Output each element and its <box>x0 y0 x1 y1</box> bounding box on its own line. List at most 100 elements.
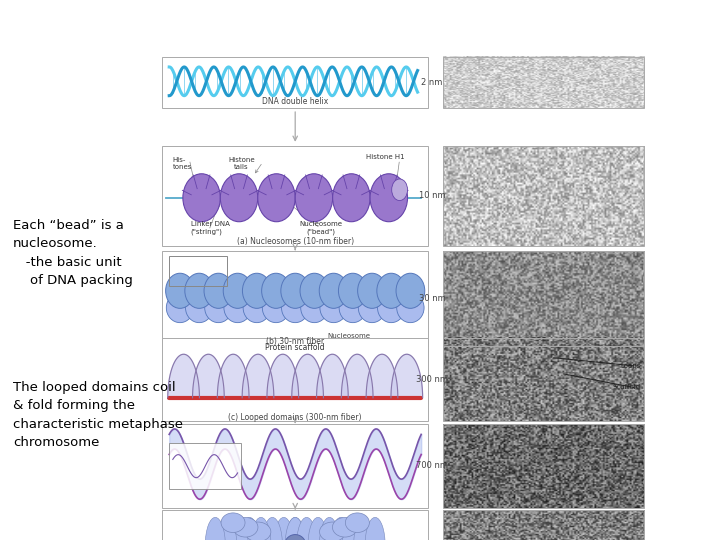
Bar <box>162 338 428 421</box>
Ellipse shape <box>243 293 271 322</box>
Ellipse shape <box>220 174 258 222</box>
Bar <box>162 57 428 108</box>
Ellipse shape <box>370 174 408 222</box>
Text: Nucleosome
("bead"): Nucleosome ("bead") <box>299 221 342 235</box>
Ellipse shape <box>285 517 305 540</box>
Text: 2 nm: 2 nm <box>421 78 443 87</box>
Ellipse shape <box>307 526 333 540</box>
Ellipse shape <box>281 536 310 540</box>
Text: 300 nm: 300 nm <box>416 375 448 384</box>
Ellipse shape <box>377 293 405 322</box>
Ellipse shape <box>342 517 362 540</box>
Ellipse shape <box>377 273 405 308</box>
Text: Scaffold: Scaffold <box>613 384 641 390</box>
Text: 30 nm: 30 nm <box>418 294 446 303</box>
Ellipse shape <box>300 273 329 308</box>
Ellipse shape <box>333 517 357 537</box>
Ellipse shape <box>258 174 295 222</box>
Ellipse shape <box>295 174 333 222</box>
Ellipse shape <box>185 273 214 308</box>
Polygon shape <box>317 354 348 398</box>
Ellipse shape <box>228 517 248 540</box>
Ellipse shape <box>358 273 387 308</box>
Ellipse shape <box>224 293 251 322</box>
Ellipse shape <box>285 517 305 540</box>
Ellipse shape <box>251 517 271 540</box>
Ellipse shape <box>274 517 294 540</box>
Bar <box>162 146 428 246</box>
Text: (b) 30-nm fiber: (b) 30-nm fiber <box>266 337 324 346</box>
Bar <box>443 251 644 346</box>
Ellipse shape <box>320 522 346 540</box>
Ellipse shape <box>359 293 386 322</box>
Ellipse shape <box>217 517 237 540</box>
Ellipse shape <box>262 517 282 540</box>
Text: Linker DNA
("string"): Linker DNA ("string") <box>191 221 230 235</box>
Bar <box>169 443 241 489</box>
Text: (a) Nucleosomes (10-nm fiber): (a) Nucleosomes (10-nm fiber) <box>237 237 354 246</box>
Ellipse shape <box>346 513 369 532</box>
Polygon shape <box>168 354 199 398</box>
Ellipse shape <box>308 517 328 540</box>
Ellipse shape <box>166 273 194 308</box>
Ellipse shape <box>392 179 408 200</box>
Ellipse shape <box>281 273 310 308</box>
Text: 700 nm: 700 nm <box>416 461 448 470</box>
Ellipse shape <box>261 273 290 308</box>
Ellipse shape <box>354 517 374 540</box>
Ellipse shape <box>186 293 213 322</box>
Ellipse shape <box>396 273 425 308</box>
Ellipse shape <box>262 293 289 322</box>
Bar <box>443 146 644 246</box>
Text: His-
tones: His- tones <box>173 157 192 170</box>
Ellipse shape <box>245 522 271 540</box>
Ellipse shape <box>333 174 370 222</box>
Ellipse shape <box>204 273 233 308</box>
Bar <box>169 256 227 286</box>
Ellipse shape <box>301 293 328 322</box>
Ellipse shape <box>284 535 306 540</box>
Ellipse shape <box>281 536 310 540</box>
Text: Histone H1: Histone H1 <box>366 154 405 160</box>
Ellipse shape <box>338 273 367 308</box>
Ellipse shape <box>240 517 260 540</box>
Text: Loops: Loops <box>621 363 641 369</box>
Polygon shape <box>192 354 224 398</box>
Ellipse shape <box>281 536 310 540</box>
Ellipse shape <box>205 517 225 540</box>
Polygon shape <box>391 354 423 398</box>
Bar <box>162 510 428 540</box>
Ellipse shape <box>257 526 284 540</box>
Text: (c) Looped domains (300-nm fiber): (c) Looped domains (300-nm fiber) <box>228 413 362 422</box>
Polygon shape <box>217 354 249 398</box>
Bar <box>443 338 644 421</box>
Bar <box>162 251 428 346</box>
Text: DNA double helix: DNA double helix <box>262 97 328 106</box>
Bar <box>443 510 644 540</box>
Polygon shape <box>341 354 373 398</box>
Text: Histone
tails: Histone tails <box>228 157 254 170</box>
Ellipse shape <box>330 517 351 540</box>
Ellipse shape <box>339 293 366 322</box>
Polygon shape <box>267 354 299 398</box>
Polygon shape <box>366 354 398 398</box>
Text: 10 nm: 10 nm <box>419 191 445 200</box>
Bar <box>162 424 428 508</box>
Ellipse shape <box>223 273 252 308</box>
Ellipse shape <box>281 536 310 540</box>
Text: The looped domains coil
& fold forming the
characteristic metaphase
chromosome: The looped domains coil & fold forming t… <box>13 381 183 449</box>
Ellipse shape <box>243 273 271 308</box>
Ellipse shape <box>204 293 232 322</box>
Bar <box>443 424 644 508</box>
Ellipse shape <box>319 273 348 308</box>
Ellipse shape <box>320 293 347 322</box>
Text: Protein scaffold: Protein scaffold <box>266 343 325 352</box>
Ellipse shape <box>294 531 322 540</box>
Text: Nucleosome: Nucleosome <box>328 333 371 339</box>
Ellipse shape <box>233 517 258 537</box>
Ellipse shape <box>397 293 424 322</box>
Ellipse shape <box>166 293 194 322</box>
Ellipse shape <box>365 517 385 540</box>
Ellipse shape <box>269 531 297 540</box>
Ellipse shape <box>297 517 317 540</box>
